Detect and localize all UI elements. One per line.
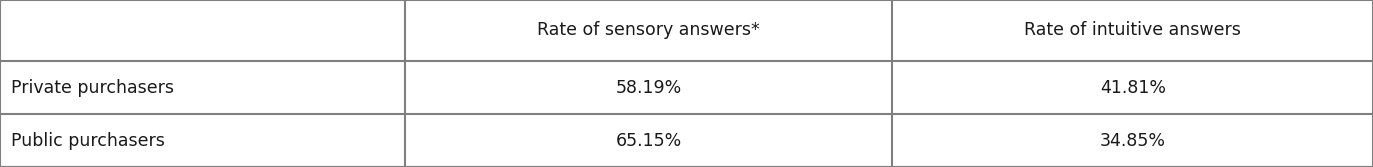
Text: 41.81%: 41.81%	[1100, 79, 1166, 97]
Bar	[0, 114, 1373, 167]
Text: Rate of intuitive answers: Rate of intuitive answers	[1024, 22, 1241, 39]
Text: 58.19%: 58.19%	[615, 79, 682, 97]
Text: Private purchasers: Private purchasers	[11, 79, 174, 97]
Text: Public purchasers: Public purchasers	[11, 132, 165, 150]
Text: 34.85%: 34.85%	[1100, 132, 1166, 150]
Text: 65.15%: 65.15%	[615, 132, 682, 150]
Text: Rate of sensory answers*: Rate of sensory answers*	[537, 22, 761, 39]
Bar	[0, 61, 1373, 114]
Bar	[0, 0, 1373, 61]
